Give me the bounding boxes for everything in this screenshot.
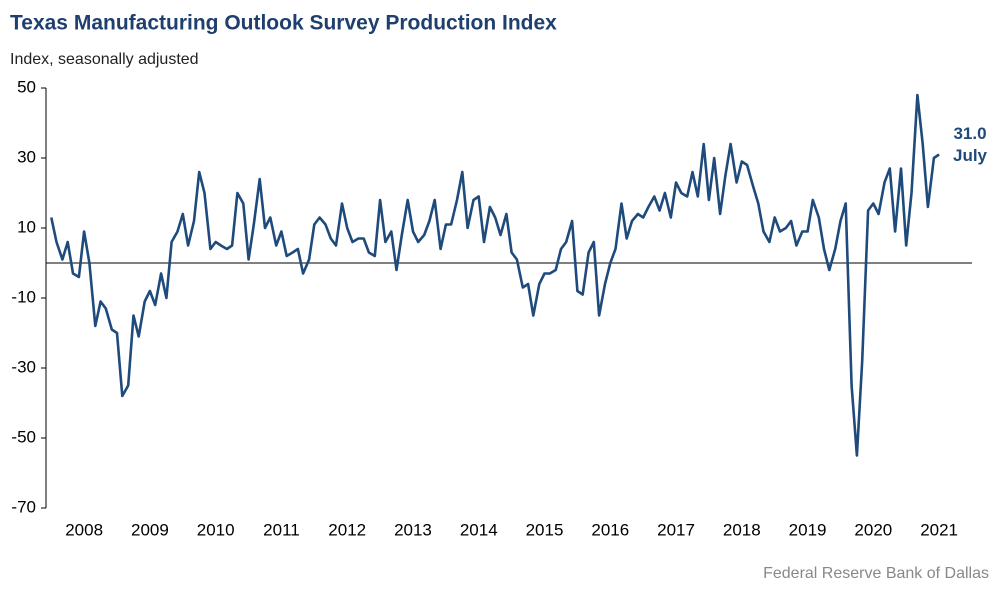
y-tick-label: 50 xyxy=(17,77,36,96)
chart-subtitle: Index, seasonally adjusted xyxy=(10,51,199,68)
data-line xyxy=(50,93,940,457)
y-tick-label: -10 xyxy=(11,287,36,306)
x-tick-label: 2021 xyxy=(920,520,958,539)
x-tick-label: 2020 xyxy=(854,520,892,539)
x-tick-label: 2013 xyxy=(394,520,432,539)
x-tick-label: 2019 xyxy=(789,520,827,539)
x-tick-label: 2016 xyxy=(591,520,629,539)
x-tick-label: 2010 xyxy=(197,520,235,539)
annotation-label: July xyxy=(953,146,988,165)
y-tick-label: 10 xyxy=(17,217,36,236)
y-tick-label: 30 xyxy=(17,147,36,166)
annotation-value: 31.0 xyxy=(953,124,986,143)
x-tick-label: 2017 xyxy=(657,520,695,539)
y-tick-label: -50 xyxy=(11,427,36,446)
x-tick-label: 2009 xyxy=(131,520,169,539)
x-tick-label: 2015 xyxy=(526,520,564,539)
x-tick-label: 2012 xyxy=(328,520,366,539)
x-tick-label: 2011 xyxy=(263,520,300,539)
chart-title: Texas Manufacturing Outlook Survey Produ… xyxy=(10,12,557,35)
y-tick-label: -30 xyxy=(11,357,36,376)
y-tick-label: -70 xyxy=(11,497,36,516)
source: Federal Reserve Bank of Dallas xyxy=(763,565,989,582)
x-tick-label: 2018 xyxy=(723,520,761,539)
x-tick-label: 2008 xyxy=(65,520,103,539)
x-tick-label: 2014 xyxy=(460,520,498,539)
